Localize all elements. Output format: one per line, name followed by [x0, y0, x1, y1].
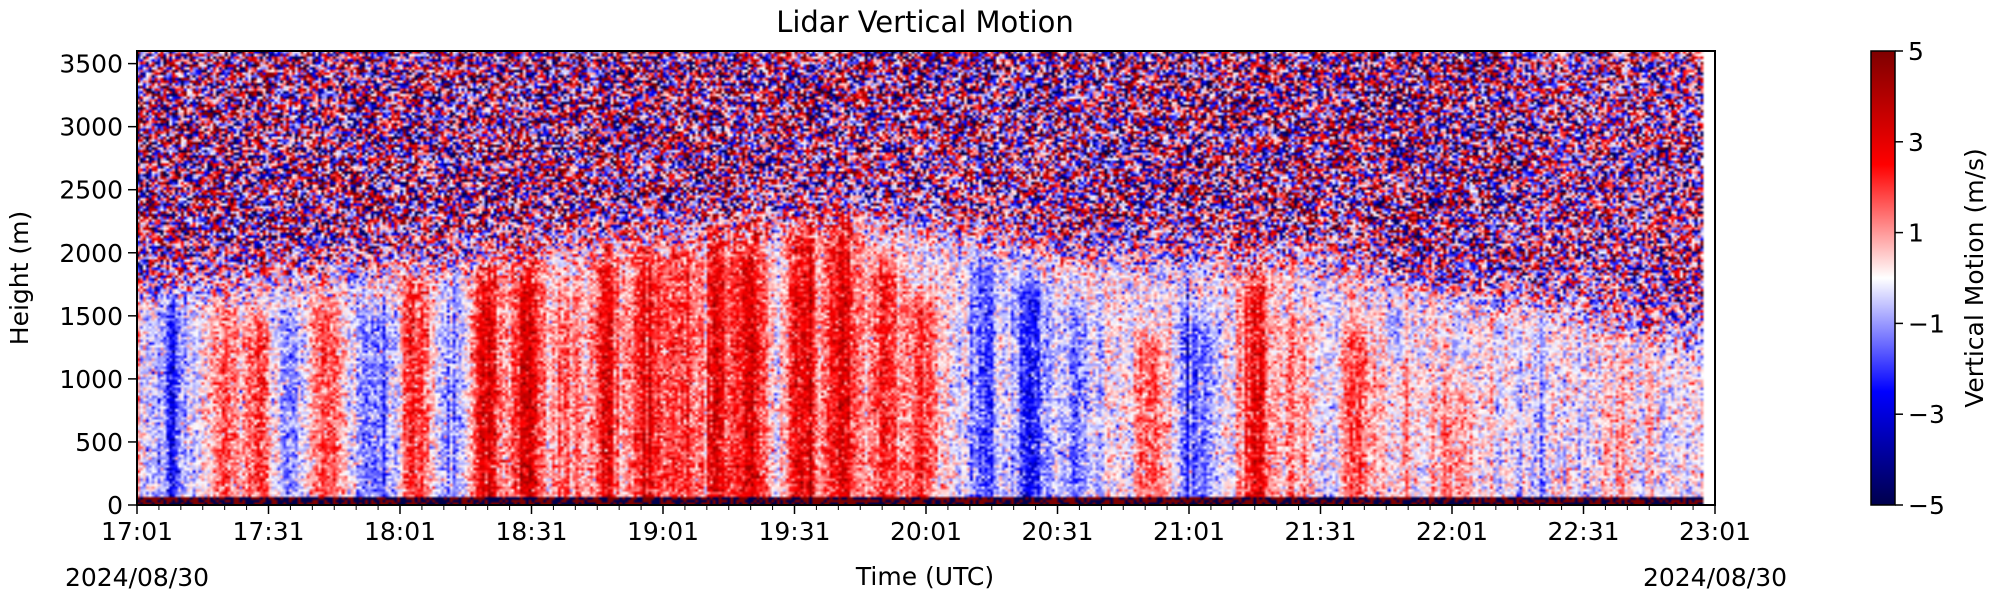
x-tick-label: 22:01 [1416, 517, 1488, 546]
y-tick-label: 500 [75, 428, 123, 457]
colorbar [1870, 50, 1896, 506]
y-tick-label: 3500 [59, 50, 123, 79]
vertical-motion-heatmap [137, 51, 1715, 505]
x-axis: 17:01 17:31 18:01 18:31 19:01 19:31 20:01 20:31… [101, 505, 1751, 546]
chart-title: Lidar Vertical Motion [776, 5, 1074, 39]
date-left: 2024/08/30 [65, 563, 209, 592]
y-tick-label: 0 [107, 491, 123, 520]
colorbar-tick-label: 3 [1908, 128, 1924, 157]
colorbar-tick-label: −5 [1908, 491, 1945, 520]
colorbar-tick-label: 1 [1908, 219, 1924, 248]
colorbar-tick-label: −1 [1908, 309, 1945, 338]
y-tick-label: 1000 [59, 365, 123, 394]
x-tick-label: 20:01 [890, 517, 962, 546]
x-tick-label: 23:01 [1679, 517, 1751, 546]
x-tick-label: 22:31 [1547, 517, 1619, 546]
x-tick-label: 21:01 [1153, 517, 1225, 546]
x-tick-label: 21:31 [1284, 517, 1356, 546]
y-tick-label: 2000 [59, 239, 123, 268]
x-tick-label: 19:31 [758, 517, 830, 546]
x-tick-label: 19:01 [627, 517, 699, 546]
colorbar-label: Vertical Motion (m/s) [1960, 148, 1989, 408]
colorbar-tick-label: −3 [1908, 400, 1945, 429]
y-tick-label: 1500 [59, 302, 123, 331]
x-tick-label: 20:31 [1021, 517, 1093, 546]
x-tick-label: 17:31 [232, 517, 304, 546]
y-tick-label: 3000 [59, 113, 123, 142]
date-right: 2024/08/30 [1643, 563, 1787, 592]
y-axis-label: Height (m) [5, 211, 34, 345]
y-axis: 0 500 1000 1500 2000 2500 3000 3500 [59, 50, 137, 520]
y-tick-label: 2500 [59, 176, 123, 205]
x-tick-label: 18:01 [364, 517, 436, 546]
x-tick-label: 17:01 [101, 517, 173, 546]
x-tick-label: 18:31 [495, 517, 567, 546]
colorbar-ticks: 5 3 1 −1 −3 −5 [1895, 37, 1945, 520]
colorbar-tick-label: 5 [1908, 37, 1924, 66]
x-axis-label: Time (UTC) [855, 562, 994, 591]
